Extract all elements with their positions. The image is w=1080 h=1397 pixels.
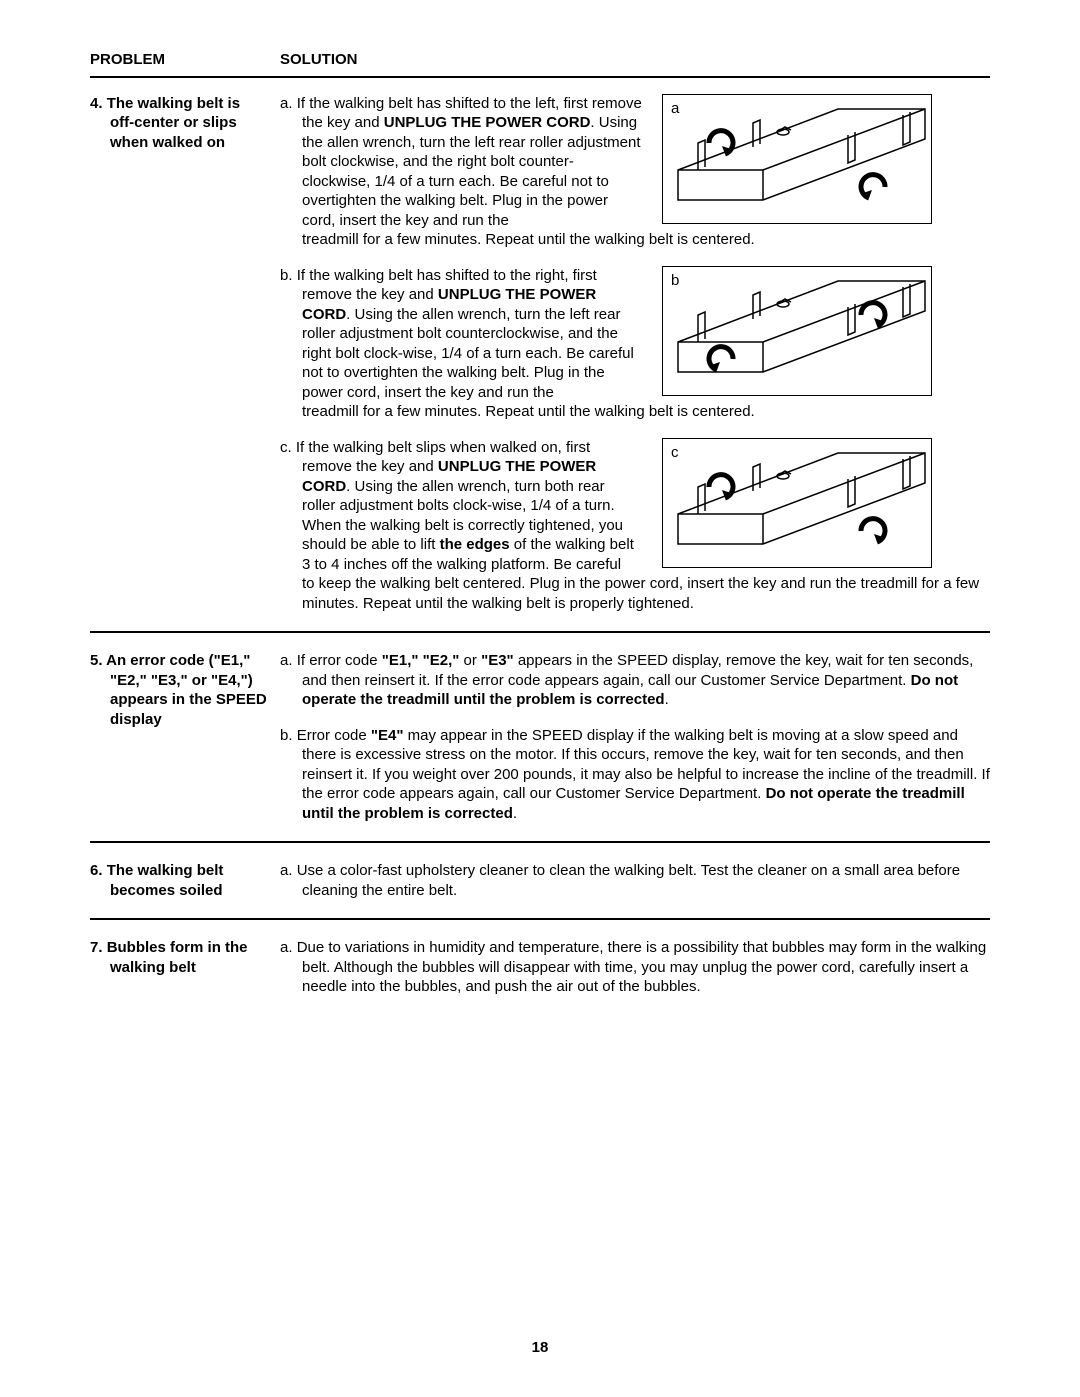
troubleshoot-section: 5. An error code ("E1,""E2," "E3," or "E… (90, 651, 990, 823)
solution-block: a. If error code "E1," "E2," or "E3" app… (280, 651, 990, 823)
solution-block: a. Use a color-fast upholstery cleaner t… (280, 861, 990, 900)
problem-title: 5. An error code ("E1,""E2," "E3," or "E… (90, 651, 280, 729)
manual-page: PROBLEM SOLUTION 4. The walking belt iso… (0, 0, 1080, 1397)
table-header: PROBLEM SOLUTION (90, 50, 990, 70)
troubleshoot-section: 6. The walking beltbecomes soileda. Use … (90, 861, 990, 900)
problem-title: 4. The walking belt isoff-center or slip… (90, 94, 280, 153)
solution-item: a. If the walking belt has shifted to th… (280, 94, 990, 250)
solution-text-continuation: to keep the walking belt centered. Plug … (280, 574, 990, 613)
problem-title: 6. The walking beltbecomes soiled (90, 861, 280, 900)
solution-text: a. Due to variations in humidity and tem… (280, 938, 990, 997)
divider (90, 841, 990, 843)
solution-text-continuation: treadmill for a few minutes. Repeat unti… (280, 230, 990, 250)
treadmill-figure: a (662, 94, 932, 224)
solution-text-continuation: treadmill for a few minutes. Repeat unti… (280, 402, 990, 422)
sections-container: 4. The walking belt isoff-center or slip… (90, 94, 990, 997)
solution-block: a. If the walking belt has shifted to th… (280, 94, 990, 614)
treadmill-figure: b (662, 266, 932, 396)
troubleshoot-section: 4. The walking belt isoff-center or slip… (90, 94, 990, 614)
treadmill-figure: c (662, 438, 932, 568)
solution-item: a. Due to variations in humidity and tem… (280, 938, 990, 997)
divider (90, 631, 990, 633)
solution-text: a. If the walking belt has shifted to th… (280, 94, 642, 231)
header-problem: PROBLEM (90, 50, 280, 70)
problem-title: 7. Bubbles form in thewalking belt (90, 938, 280, 977)
solution-text: b. If the walking belt has shifted to th… (280, 266, 642, 403)
divider (90, 76, 990, 78)
solution-block: a. Due to variations in humidity and tem… (280, 938, 990, 997)
header-solution: SOLUTION (280, 50, 990, 70)
solution-text: a. If error code "E1," "E2," or "E3" app… (280, 651, 990, 710)
page-number: 18 (0, 1338, 1080, 1358)
solution-item: b. If the walking belt has shifted to th… (280, 266, 990, 422)
solution-item: a. If error code "E1," "E2," or "E3" app… (280, 651, 990, 710)
solution-text: c. If the walking belt slips when walked… (280, 438, 642, 575)
troubleshoot-section: 7. Bubbles form in thewalking belta. Due… (90, 938, 990, 997)
divider (90, 918, 990, 920)
solution-text: a. Use a color-fast upholstery cleaner t… (280, 861, 990, 900)
solution-item: a. Use a color-fast upholstery cleaner t… (280, 861, 990, 900)
solution-text: b. Error code "E4" may appear in the SPE… (280, 726, 990, 824)
solution-item: c. If the walking belt slips when walked… (280, 438, 990, 614)
solution-item: b. Error code "E4" may appear in the SPE… (280, 726, 990, 824)
